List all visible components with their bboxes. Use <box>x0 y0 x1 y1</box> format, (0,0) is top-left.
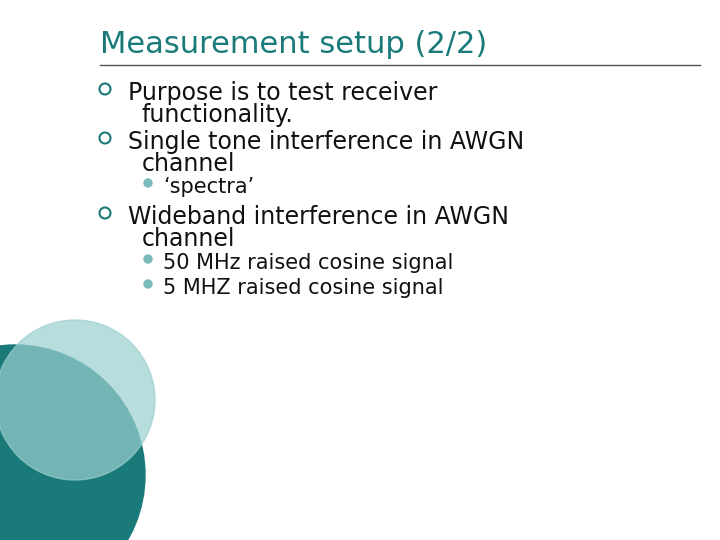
Circle shape <box>144 179 152 187</box>
Text: 50 MHz raised cosine signal: 50 MHz raised cosine signal <box>163 253 454 273</box>
Circle shape <box>144 255 152 263</box>
Text: Wideband interference in AWGN: Wideband interference in AWGN <box>128 205 509 229</box>
Circle shape <box>0 320 155 480</box>
Text: Measurement setup (2/2): Measurement setup (2/2) <box>100 30 487 59</box>
Text: channel: channel <box>142 227 235 251</box>
Text: functionality.: functionality. <box>142 103 294 127</box>
Text: Purpose is to test receiver: Purpose is to test receiver <box>128 81 437 105</box>
Text: ‘spectra’: ‘spectra’ <box>163 177 254 197</box>
Text: Single tone interference in AWGN: Single tone interference in AWGN <box>128 130 524 154</box>
Text: 5 MHZ raised cosine signal: 5 MHZ raised cosine signal <box>163 278 444 298</box>
Circle shape <box>0 345 145 540</box>
Text: channel: channel <box>142 152 235 176</box>
Circle shape <box>144 280 152 288</box>
